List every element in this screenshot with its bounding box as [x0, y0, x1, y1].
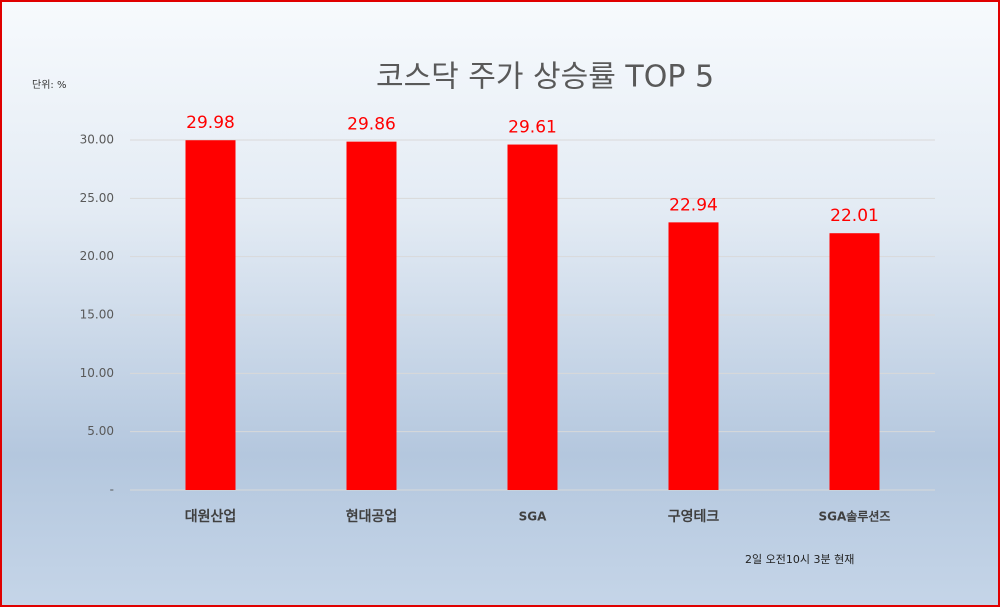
- note: 2일 오전10시 3분 현재: [745, 552, 854, 566]
- bar: [668, 222, 719, 490]
- y-tick-label: 5.00: [87, 424, 114, 438]
- x-tick-label: 대원산업: [185, 508, 237, 525]
- x-tick-label: SGA솔루션즈: [819, 509, 891, 524]
- y-tick-label: 15.00: [80, 308, 114, 322]
- x-tick-label: 구영테크: [668, 508, 720, 525]
- x-tick-label: SGA: [519, 510, 547, 524]
- unit-label: 단위: %: [32, 78, 66, 91]
- value-label: 22.01: [830, 206, 879, 226]
- y-tick-label: 30.00: [80, 133, 114, 147]
- value-label: 29.61: [508, 118, 557, 138]
- bar: [507, 144, 558, 491]
- y-tick-label: -: [110, 483, 114, 497]
- value-label: 22.94: [669, 195, 718, 215]
- y-tick-label: 10.00: [80, 366, 114, 380]
- bar: [829, 233, 880, 490]
- y-tick-label: 25.00: [80, 191, 114, 205]
- x-tick-label: 현대공업: [346, 509, 398, 525]
- y-tick-label: 20.00: [80, 249, 114, 263]
- bar: [346, 141, 397, 490]
- value-label: 29.86: [347, 115, 396, 135]
- value-label: 29.98: [186, 113, 235, 133]
- chart-title: 코스닥 주가 상승률 TOP 5: [376, 60, 714, 95]
- bar: [185, 140, 236, 490]
